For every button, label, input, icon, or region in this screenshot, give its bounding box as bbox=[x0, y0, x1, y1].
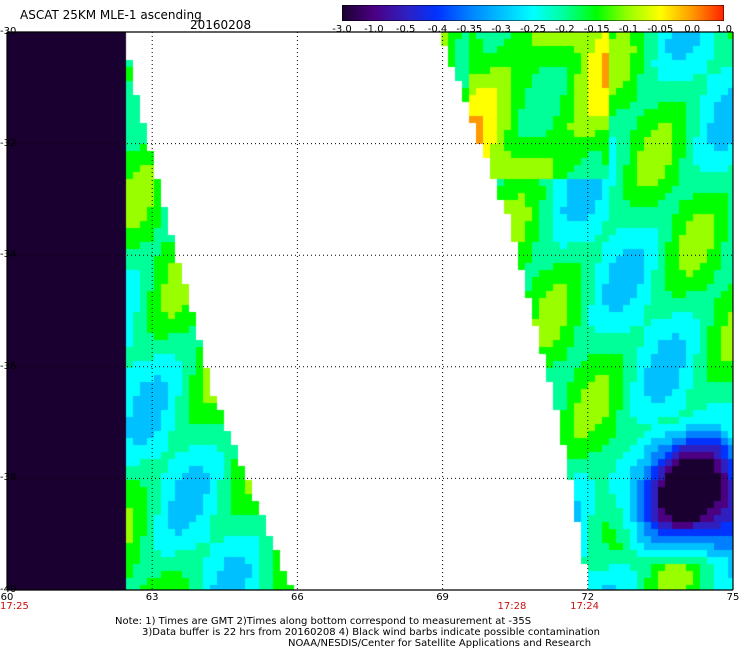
colorbar-labels: -3.0 -1.0 -0.5 -0.4 -0.35 -0.3 -0.25 -0.2 -0.15-… bbox=[330, 24, 736, 38]
x-tick-label: 60 bbox=[0, 592, 14, 603]
note-line-1: Note: 1) Times are GMT 2)Times along bot… bbox=[115, 616, 532, 627]
colorbar-label: -0.05 bbox=[647, 24, 674, 35]
colorbar-label: -0.15 bbox=[583, 24, 610, 35]
wind-map-canvas bbox=[7, 32, 733, 590]
colorbar-label: -0.2 bbox=[555, 24, 575, 35]
colorbar-label: -0.4 bbox=[427, 24, 448, 35]
y-tick-label: -30 bbox=[0, 26, 17, 37]
colorbar-label: -1.0 bbox=[364, 24, 384, 35]
colorbar-label: -0.25 bbox=[520, 24, 546, 35]
time-label: 17:28 bbox=[497, 601, 527, 612]
colorbar-label: -0.5 bbox=[395, 24, 416, 35]
x-tick-label: 63 bbox=[145, 592, 159, 603]
x-tick-label: 75 bbox=[726, 592, 740, 603]
x-tick-label: 66 bbox=[291, 592, 304, 603]
colorbar-label: -0.3 bbox=[491, 24, 511, 35]
colorbar-label: -3.0 bbox=[332, 24, 352, 35]
colorbar-label: -0.1 bbox=[618, 24, 639, 35]
colorbar bbox=[342, 5, 724, 21]
map-date: 20160208 bbox=[190, 18, 252, 32]
y-tick-label: -40 bbox=[0, 584, 17, 595]
y-tick-label: -32 bbox=[0, 137, 17, 149]
colorbar-label: -0.35 bbox=[456, 24, 483, 35]
note-line-2: 3)Data buffer is 22 hrs from 20160208 4)… bbox=[142, 627, 600, 638]
map-title: ASCAT 25KM MLE-1 ascending bbox=[20, 8, 202, 22]
y-tick-label: -36 bbox=[0, 360, 17, 372]
time-label: 17:25 bbox=[0, 601, 29, 612]
x-tick-label: 69 bbox=[436, 592, 449, 603]
colorbar-label: 1.0 bbox=[716, 24, 732, 35]
y-tick-label: -34 bbox=[0, 249, 17, 261]
x-tick-label: 72 bbox=[581, 592, 595, 603]
time-label: 17:24 bbox=[570, 601, 599, 612]
y-tick-label: -38 bbox=[0, 472, 17, 484]
note-line-3: NOAA/NESDIS/Center for Satellite Applica… bbox=[288, 638, 592, 649]
colorbar-label: 0.0 bbox=[684, 24, 701, 35]
